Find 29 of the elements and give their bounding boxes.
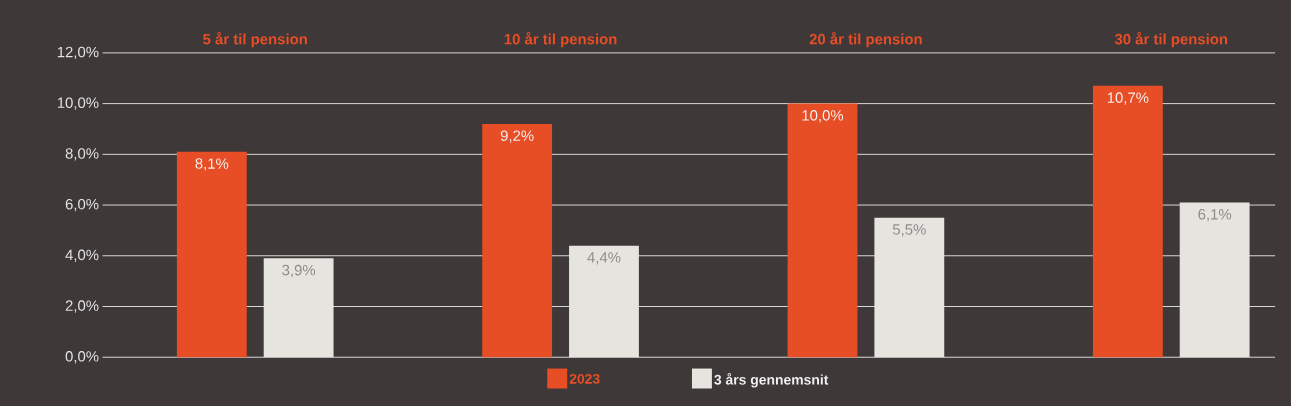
y-tick-label: 6,0% xyxy=(65,198,99,212)
data-label: 6,1% xyxy=(1198,208,1232,222)
data-label: 9,2% xyxy=(500,130,534,143)
bar xyxy=(176,151,247,358)
bar xyxy=(874,217,945,358)
data-label: 4,4% xyxy=(587,252,621,265)
data-label: 3,9% xyxy=(282,264,316,278)
data-label: 10,7% xyxy=(1107,92,1149,105)
y-tick-label: 12,0% xyxy=(57,46,99,59)
bar xyxy=(482,123,553,358)
bar xyxy=(1092,85,1163,358)
y-tick-label: 4,0% xyxy=(65,249,99,262)
bar xyxy=(787,103,858,358)
y-tick-label: 0,0% xyxy=(65,351,99,364)
x-tick-label: 5 år til pension xyxy=(203,31,307,48)
y-tick-label: 10,0% xyxy=(57,97,99,110)
bar xyxy=(569,245,639,358)
y-tick-label: 8,0% xyxy=(65,148,99,161)
bar xyxy=(1179,202,1250,358)
x-tick-label: 10 år til pension xyxy=(504,31,617,48)
x-tick-label: 30 år til pension xyxy=(1114,31,1228,48)
bar xyxy=(263,258,334,358)
x-tick-label: 20 år til pension xyxy=(809,31,922,48)
data-label: 5,5% xyxy=(892,224,926,237)
legend-label: 3 års gennemsnit xyxy=(714,372,829,388)
data-label: 10,0% xyxy=(802,110,844,123)
data-label: 8,1% xyxy=(195,158,229,171)
y-tick-label: 2,0% xyxy=(65,300,99,313)
legend-label: 2023 xyxy=(569,373,600,384)
